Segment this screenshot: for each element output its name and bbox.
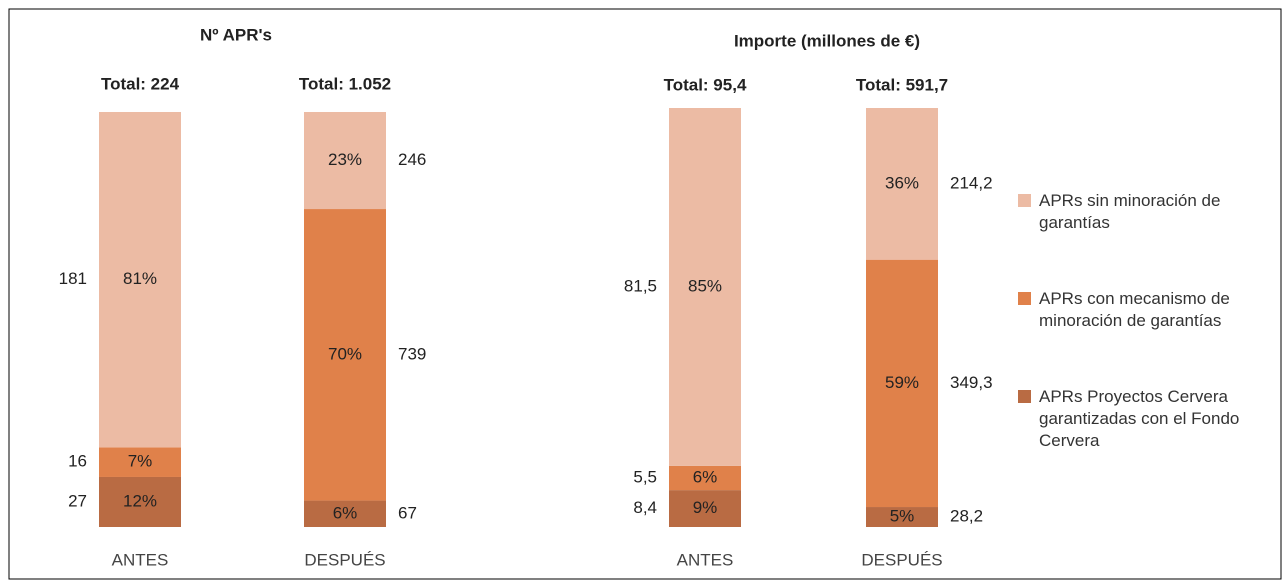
share-label: 7% (128, 452, 153, 471)
share-label: 70% (328, 344, 362, 363)
value-label: 28,2 (950, 506, 983, 525)
legend-label: APRs sin minoración de garantías (1039, 191, 1221, 232)
share-label: 6% (693, 468, 718, 487)
x-tick-label: DESPUÉS (304, 550, 385, 569)
total-label: Total: 1.052 (299, 74, 391, 93)
legend-swatch (1018, 292, 1031, 305)
legend-item: APRs con mecanismo de minoración de gara… (1018, 288, 1258, 332)
legend-swatch (1018, 390, 1031, 403)
share-label: 85% (688, 276, 722, 295)
share-label: 36% (885, 173, 919, 192)
bar-segment (669, 108, 741, 466)
total-label: Total: 95,4 (664, 75, 747, 94)
chart-title: Importe (millones de €) (734, 31, 920, 50)
bar-segment (669, 465, 741, 491)
value-label: 8,4 (633, 498, 657, 517)
share-label: 12% (123, 491, 157, 510)
value-label: 16 (68, 452, 87, 471)
x-tick-label: ANTES (112, 550, 169, 569)
value-label: 181 (59, 269, 87, 288)
share-label: 6% (333, 503, 358, 522)
frame (8, 8, 1282, 580)
legend-label: APRs con mecanismo de minoración de gara… (1039, 289, 1230, 330)
bar-segment (866, 507, 938, 527)
value-label: 246 (398, 150, 426, 169)
bar-segment (866, 108, 938, 260)
bar-segment (99, 447, 181, 477)
share-label: 23% (328, 150, 362, 169)
value-label: 349,3 (950, 373, 993, 392)
bar-segment (304, 112, 386, 210)
bar-segment (99, 476, 181, 527)
total-label: Total: 224 (101, 74, 180, 93)
value-label: 5,5 (633, 468, 657, 487)
total-label: Total: 591,7 (856, 75, 948, 94)
bar-segment (669, 490, 741, 527)
share-label: 81% (123, 269, 157, 288)
bar-segment (304, 209, 386, 501)
value-label: 67 (398, 503, 417, 522)
x-tick-label: DESPUÉS (861, 550, 942, 569)
bar-segment (99, 112, 181, 448)
value-label: 214,2 (950, 173, 993, 192)
legend-item: APRs sin minoración de garantías (1018, 190, 1258, 234)
share-label: 9% (693, 498, 718, 517)
x-tick-label: ANTES (677, 550, 734, 569)
bar-segment (866, 259, 938, 508)
legend-swatch (1018, 194, 1031, 207)
chart-title: Nº APR's (200, 25, 272, 44)
value-label: 739 (398, 344, 426, 363)
value-label: 81,5 (624, 276, 657, 295)
legend-item: APRs Proyectos Cervera garantizadas con … (1018, 386, 1258, 452)
share-label: 59% (885, 373, 919, 392)
bar-segment (304, 500, 386, 527)
legend-label: APRs Proyectos Cervera garantizadas con … (1039, 387, 1240, 450)
share-label: 5% (890, 506, 915, 525)
value-label: 27 (68, 491, 87, 510)
